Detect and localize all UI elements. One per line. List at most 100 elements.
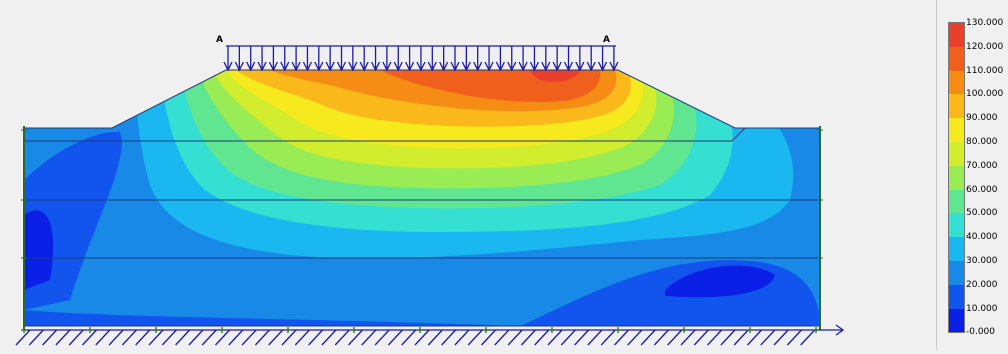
legend-panel: 130.000 120.000 110.000 100.000 90.000 80.000… <box>937 0 1008 350</box>
bottom-fixities <box>15 327 820 346</box>
load-arrowhead <box>370 61 381 72</box>
fixity-hatch <box>747 329 762 346</box>
load-arrowhead <box>575 61 585 72</box>
fixity-hatch <box>507 329 523 346</box>
fixity-hatch <box>547 329 563 346</box>
legend-label: 50.000 <box>966 208 998 219</box>
fixity-hatch <box>281 329 297 346</box>
fixity-hatch <box>175 329 191 346</box>
fixity-hatch <box>760 329 776 346</box>
load-arrowhead <box>348 61 358 72</box>
load-arrowhead <box>450 61 460 72</box>
fixity-hatch <box>773 329 789 346</box>
fixity-hatch <box>15 329 31 346</box>
legend-swatch <box>949 213 964 238</box>
node-marker <box>615 327 621 333</box>
load-arrowhead <box>495 61 505 72</box>
fixity-hatch <box>387 329 403 346</box>
legend-swatch <box>949 189 964 214</box>
load-arrowhead <box>439 61 449 72</box>
fixity-hatch <box>55 329 71 346</box>
fixity-hatch <box>321 329 337 346</box>
fixity-hatch <box>720 329 736 346</box>
fixity-hatch <box>786 329 802 346</box>
fixity-hatch <box>653 329 669 346</box>
fixity-hatch <box>268 329 284 346</box>
contour-band-lowest-right <box>665 265 775 298</box>
load-arrowhead <box>405 61 415 72</box>
fixity-hatch <box>454 329 470 346</box>
load-arrowhead <box>234 61 244 72</box>
legend-swatch <box>949 284 964 310</box>
fixity-hatch <box>294 329 310 346</box>
load-arrowhead <box>314 61 324 72</box>
load-arrowhead <box>393 61 403 72</box>
fixity-hatch <box>494 329 510 346</box>
stress-contour-plot[interactable]: A A <box>0 0 936 350</box>
load-arrows <box>223 46 619 72</box>
fixity-hatch <box>108 329 124 346</box>
fixity-hatch <box>82 329 97 346</box>
legend-swatch <box>949 308 964 333</box>
node-marker <box>813 327 819 333</box>
panel-divider[interactable] <box>936 0 937 350</box>
legend-swatch <box>949 261 964 286</box>
load-arrowhead <box>473 61 483 72</box>
legend-swatch <box>949 165 964 191</box>
contour-band-130 <box>530 70 580 82</box>
legend-swatch <box>949 23 964 48</box>
load-arrowhead <box>529 61 540 72</box>
node-marker <box>747 327 753 333</box>
distributed-load <box>223 45 619 72</box>
load-label-right: A <box>603 35 610 45</box>
bottom-right-arrow <box>820 324 845 336</box>
load-arrowhead <box>586 61 596 72</box>
legend-label: 10.000 <box>966 303 998 314</box>
load-arrowhead <box>461 61 471 72</box>
legend-swatch <box>949 70 964 95</box>
contour-band-bottom <box>24 310 520 326</box>
load-arrowhead <box>609 61 619 72</box>
contour-fill <box>24 70 820 326</box>
node-marker <box>549 327 555 333</box>
fixity-hatch <box>42 329 58 346</box>
load-arrowhead <box>280 61 290 72</box>
fixity-hatch <box>600 329 616 346</box>
node-marker <box>219 327 225 333</box>
fixity-hatch <box>308 329 324 346</box>
fixity-hatch <box>135 329 151 346</box>
contour-plot-area[interactable]: A A <box>0 0 936 350</box>
layer-line-1-slope <box>731 127 746 142</box>
fixity-hatch <box>121 329 137 346</box>
fixity-hatch <box>467 329 483 346</box>
fixity-hatch <box>68 329 84 346</box>
load-arrowhead <box>359 61 369 72</box>
load-arrowhead <box>382 61 392 72</box>
node-marker <box>87 327 93 333</box>
load-arrowhead <box>223 61 233 72</box>
node-marker <box>417 327 423 333</box>
embankment-outline <box>24 69 820 129</box>
legend-bar-frame <box>948 22 965 334</box>
legend-label: 130.000 <box>966 18 1004 28</box>
fixity-hatch <box>361 329 377 346</box>
fixity-hatch <box>481 329 496 346</box>
load-arrowhead <box>325 61 335 72</box>
side-boundaries <box>23 126 821 330</box>
fixity-hatch <box>427 329 443 346</box>
fixity-hatch <box>707 329 723 346</box>
fixity-hatch <box>560 329 576 346</box>
legend-label: 30.000 <box>966 256 998 266</box>
fixity-hatch <box>401 329 417 346</box>
node-marker <box>351 327 357 333</box>
fixity-hatch <box>228 329 244 346</box>
node-marker <box>483 327 489 333</box>
fixity-hatch <box>667 329 683 346</box>
fixity-hatch <box>215 329 230 346</box>
legend-label: -0.000 <box>966 327 996 338</box>
load-arrowhead <box>552 61 562 72</box>
load-arrowhead <box>257 61 267 72</box>
fixity-hatch <box>640 329 656 346</box>
fixity-hatch <box>800 329 816 346</box>
